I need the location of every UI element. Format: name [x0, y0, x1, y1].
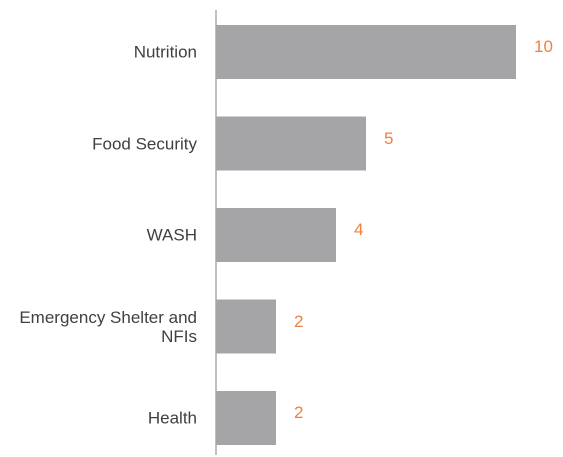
bar [216, 299, 276, 354]
value-label: 4 [354, 220, 364, 239]
bar [216, 208, 336, 262]
category-label: Health [147, 408, 197, 428]
value-label: 5 [384, 128, 394, 148]
value-label: 2 [294, 311, 304, 331]
value-label: 10 [534, 37, 553, 56]
category-label: Nutrition [133, 42, 197, 62]
category-label: Food Security [92, 134, 197, 153]
bar [216, 116, 366, 171]
category-label: Emergency Shelter and NFIs [19, 307, 197, 346]
category-label: WASH [146, 225, 197, 245]
bar [216, 25, 516, 79]
value-label: 2 [294, 403, 304, 422]
bar [216, 391, 276, 445]
